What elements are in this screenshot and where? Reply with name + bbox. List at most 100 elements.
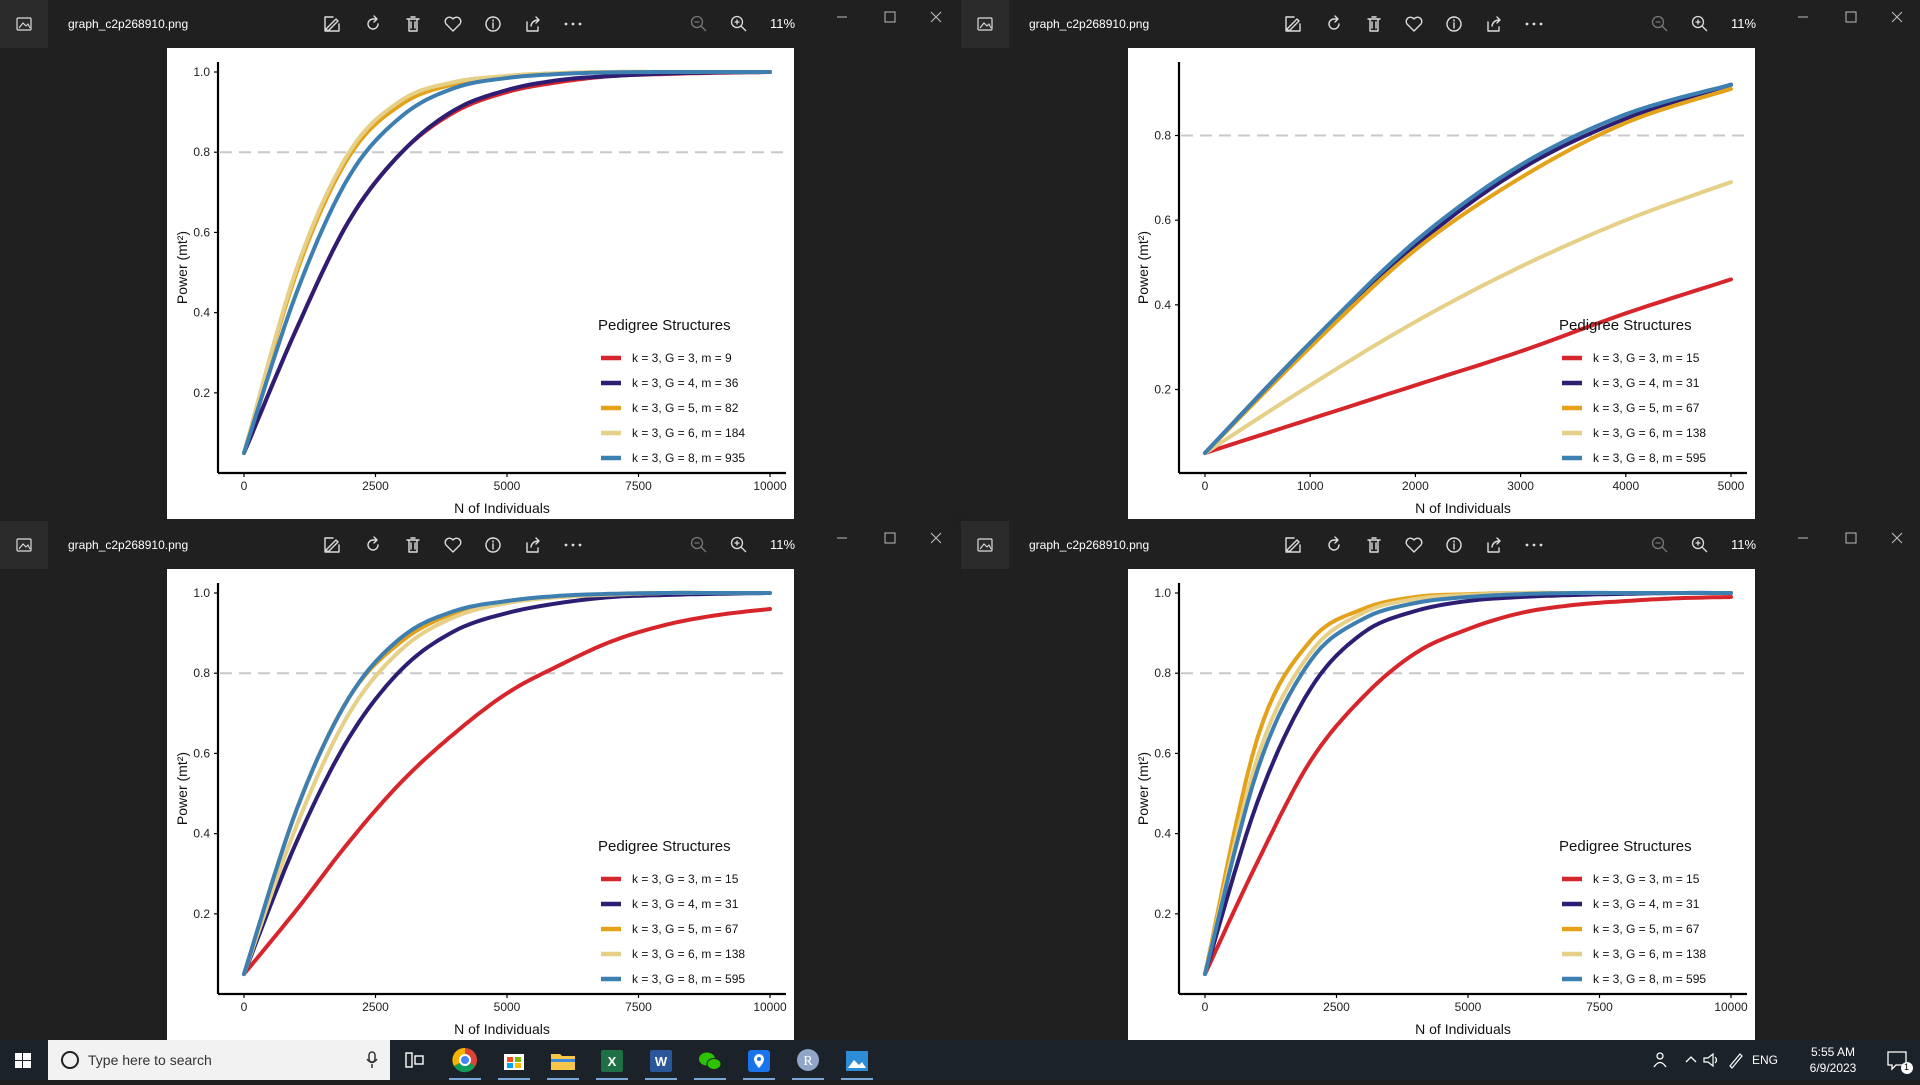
rotate-icon xyxy=(367,536,379,551)
image-viewport[interactable]: 0.2 0.4 0.6 0.8 1.0 0 2500 5000 7500 10000 N of In… xyxy=(961,569,1920,1040)
info-button[interactable] xyxy=(1444,14,1464,34)
taskbar-app-r-app[interactable]: R xyxy=(788,1044,828,1080)
photos-app-icon-button[interactable] xyxy=(961,521,1009,569)
favorite-heart-button[interactable] xyxy=(443,14,463,34)
minimize-button[interactable] xyxy=(830,8,854,26)
file-explorer-icon xyxy=(551,1054,575,1070)
microphone-icon[interactable] xyxy=(364,1050,380,1070)
delete-button[interactable] xyxy=(403,14,423,34)
taskbar-clock[interactable]: 5:55 AM 6/9/2023 xyxy=(1795,1044,1871,1076)
pen-icon[interactable] xyxy=(1726,1050,1746,1070)
photos-app-icon-button[interactable] xyxy=(0,521,48,569)
clock-date: 6/9/2023 xyxy=(1809,1061,1857,1075)
share-button[interactable] xyxy=(523,535,543,555)
people-icon[interactable] xyxy=(1652,1050,1672,1070)
taskbar-app-wechat[interactable] xyxy=(690,1044,730,1080)
series-line-navy xyxy=(1203,82,1733,455)
edit-image-button[interactable] xyxy=(323,14,343,34)
legend-item-label: k = 3, G = 4, m = 31 xyxy=(1593,897,1700,911)
photos-app-icon-button[interactable] xyxy=(961,0,1009,48)
rotate-button[interactable] xyxy=(363,14,383,34)
maximize-button[interactable] xyxy=(878,529,902,547)
running-indicator xyxy=(547,1078,579,1080)
edit-image-button[interactable] xyxy=(323,535,343,555)
close-button[interactable] xyxy=(924,529,948,547)
legend-item-label: k = 3, G = 4, m = 31 xyxy=(632,897,739,911)
maps-icon xyxy=(748,1050,770,1072)
taskbar-app-photos[interactable] xyxy=(837,1044,877,1080)
close-button[interactable] xyxy=(924,8,948,26)
legend-item-label: k = 3, G = 4, m = 31 xyxy=(1593,376,1700,390)
maximize-button[interactable] xyxy=(1839,529,1863,547)
share-button[interactable] xyxy=(1484,535,1504,555)
legend-item-label: k = 3, G = 5, m = 67 xyxy=(1593,401,1700,415)
taskbar-app-word[interactable]: W xyxy=(641,1044,681,1080)
legend-item-label: k = 3, G = 5, m = 67 xyxy=(632,922,739,936)
delete-button[interactable] xyxy=(1364,535,1384,555)
zoom-in-button[interactable] xyxy=(1690,535,1710,555)
minimize-button[interactable] xyxy=(1791,529,1815,547)
share-button[interactable] xyxy=(1484,14,1504,34)
more-options-button[interactable] xyxy=(1524,535,1544,555)
close-button[interactable] xyxy=(1885,529,1909,547)
notification-center-button[interactable]: 1 xyxy=(1876,1040,1920,1080)
zoom-out-button[interactable] xyxy=(1650,535,1670,555)
zoom-level: 11% xyxy=(1731,537,1757,552)
edit-image-button[interactable] xyxy=(1284,535,1304,555)
maximize-button[interactable] xyxy=(878,8,902,26)
close-button[interactable] xyxy=(1885,8,1909,26)
zoom-out-button[interactable] xyxy=(689,14,709,34)
rotate-button[interactable] xyxy=(1324,535,1344,555)
chrome-icon xyxy=(452,1047,477,1073)
taskbar-app-excel[interactable]: X xyxy=(592,1044,632,1080)
delete-button[interactable] xyxy=(403,535,423,555)
favorite-heart-icon xyxy=(444,537,462,553)
photo-viewer-window-bottom-right: graph_c2p268910.png 11% 0.2 0.4 0.6 0.8 1.0 0 25… xyxy=(961,521,1920,1040)
info-button[interactable] xyxy=(483,14,503,34)
zoom-out-button[interactable] xyxy=(1650,14,1670,34)
zoom-level: 11% xyxy=(770,16,796,31)
language-indicator[interactable]: ENG xyxy=(1752,1053,1779,1067)
more-options-button[interactable] xyxy=(563,535,583,555)
zoom-in-button[interactable] xyxy=(1690,14,1710,34)
legend-item-label: k = 3, G = 5, m = 67 xyxy=(1593,922,1700,936)
chart-image: 0.2 0.4 0.6 0.8 1.0 0 2500 5000 7500 10000 N of In… xyxy=(167,569,794,1040)
taskbar-app-maps[interactable] xyxy=(739,1044,779,1080)
info-button[interactable] xyxy=(483,535,503,555)
delete-button[interactable] xyxy=(1364,14,1384,34)
taskbar-app-microsoft-store[interactable] xyxy=(494,1044,534,1080)
maximize-button[interactable] xyxy=(1839,8,1863,26)
edit-image-button[interactable] xyxy=(1284,14,1304,34)
rotate-button[interactable] xyxy=(363,535,383,555)
taskbar-search-box[interactable]: Type here to search xyxy=(48,1040,390,1080)
taskbar-app-file-explorer[interactable] xyxy=(543,1044,583,1080)
zoom-in-button[interactable] xyxy=(729,535,749,555)
image-viewport[interactable]: 0.2 0.4 0.6 0.8 0 1000 2000 3000 4000 5000 N of In… xyxy=(961,48,1920,519)
series-line-blue xyxy=(242,70,772,455)
chevron-up-icon[interactable] xyxy=(1684,1050,1698,1070)
taskbar-app-task-view[interactable] xyxy=(396,1044,436,1076)
zoom-out-button[interactable] xyxy=(689,535,709,555)
taskbar-app-chrome[interactable] xyxy=(445,1044,485,1080)
share-button[interactable] xyxy=(523,14,543,34)
minimize-button[interactable] xyxy=(1791,8,1815,26)
minimize-button[interactable] xyxy=(830,529,854,547)
more-dots-icon xyxy=(1525,22,1543,26)
more-options-button[interactable] xyxy=(563,14,583,34)
zoom-in-button[interactable] xyxy=(729,14,749,34)
image-filename: graph_c2p268910.png xyxy=(1029,17,1150,31)
microsoft-store-icon xyxy=(504,1054,524,1070)
info-button[interactable] xyxy=(1444,535,1464,555)
image-viewport[interactable]: 0.2 0.4 0.6 0.8 1.0 0 2500 5000 7500 10000 N of In… xyxy=(0,569,959,1040)
volume-icon[interactable] xyxy=(1702,1050,1722,1070)
favorite-heart-button[interactable] xyxy=(1404,14,1424,34)
more-options-button[interactable] xyxy=(1524,14,1544,34)
legend-item-label: k = 3, G = 3, m = 15 xyxy=(632,872,739,886)
zoom-in-icon xyxy=(1691,15,1708,32)
photos-app-icon-button[interactable] xyxy=(0,0,48,48)
image-viewport[interactable]: 0.2 0.4 0.6 0.8 1.0 0 2500 5000 7500 10000 N of In… xyxy=(0,48,959,519)
favorite-heart-button[interactable] xyxy=(443,535,463,555)
rotate-button[interactable] xyxy=(1324,14,1344,34)
favorite-heart-button[interactable] xyxy=(1404,535,1424,555)
start-button[interactable] xyxy=(0,1040,46,1080)
